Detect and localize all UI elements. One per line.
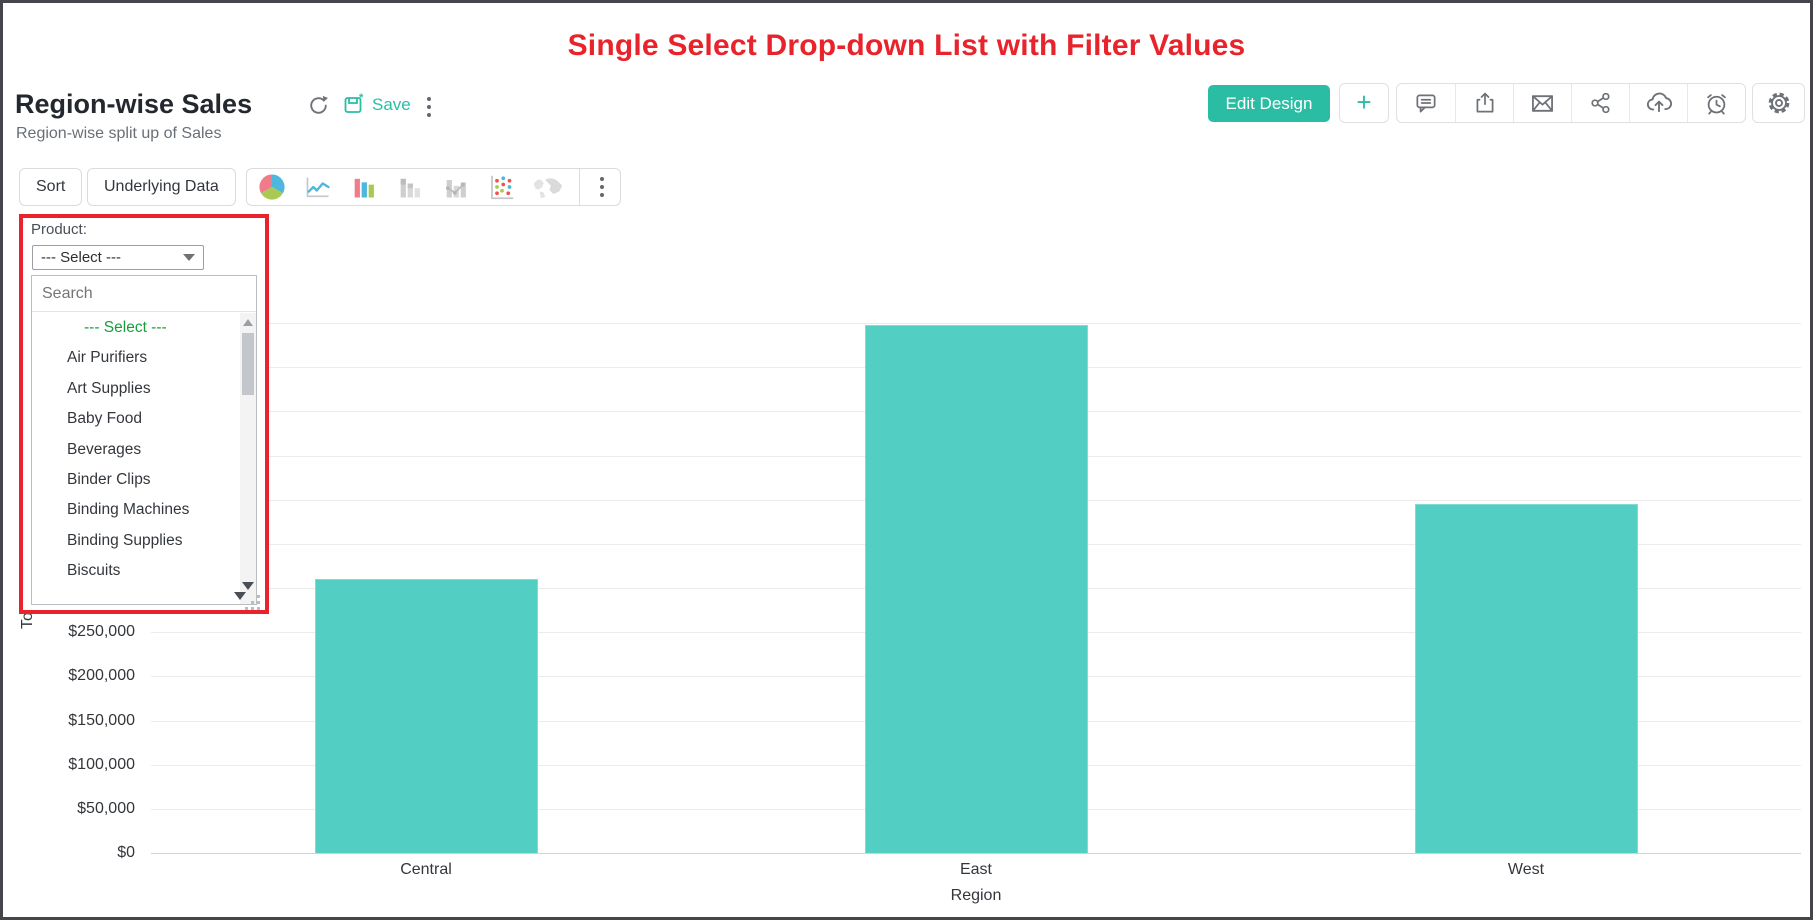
more-options-button[interactable] <box>421 95 437 119</box>
scatter-chart-icon <box>491 175 514 200</box>
chart-type-switcher <box>246 168 621 206</box>
email-button[interactable] <box>1513 84 1571 122</box>
product-select[interactable]: --- Select --- <box>32 245 204 270</box>
x-axis-title: Region <box>950 887 1002 904</box>
y-tick-label: $200,000 <box>68 667 135 685</box>
x-tick-label: Central <box>400 861 452 878</box>
y-tick-label: $100,000 <box>68 755 135 773</box>
x-tick-label: East <box>959 861 992 878</box>
more-options-icon <box>427 97 431 101</box>
scrollbar-thumb[interactable] <box>242 333 254 395</box>
scroll-up-icon[interactable] <box>243 319 253 326</box>
underlying-data-button[interactable]: Underlying Data <box>87 168 236 206</box>
map-chart-icon <box>533 178 563 199</box>
dropdown-option[interactable]: Binder Clips <box>67 470 151 488</box>
publish-button[interactable] <box>1629 84 1687 122</box>
settings-button[interactable] <box>1752 83 1805 123</box>
refresh-icon <box>310 95 328 114</box>
dropdown-option[interactable]: Baby Food <box>67 410 142 428</box>
bar-chart-icon <box>354 178 374 198</box>
map-chart-button[interactable] <box>531 173 565 201</box>
y-tick-label: $0 <box>117 844 135 861</box>
share-icon <box>1590 92 1610 114</box>
scrollbar[interactable] <box>240 313 256 604</box>
gridline <box>151 323 1801 325</box>
more-chart-types-button[interactable] <box>592 175 612 199</box>
export-button[interactable] <box>1455 84 1513 122</box>
dropdown-option[interactable]: Beverages <box>67 440 142 458</box>
stacked-bar-chart-button[interactable] <box>393 173 427 201</box>
share-button[interactable] <box>1571 84 1629 122</box>
x-axis-line <box>151 853 1801 854</box>
email-icon <box>1532 94 1553 112</box>
chevron-down-icon <box>183 254 195 261</box>
comments-button[interactable] <box>1397 84 1455 122</box>
alerts-button[interactable] <box>1687 84 1745 122</box>
y-tick-label: $50,000 <box>77 799 135 817</box>
search-box <box>32 276 256 312</box>
line-chart-icon <box>306 177 330 198</box>
dropdown-option[interactable]: Art Supplies <box>67 379 151 397</box>
combo-chart-button[interactable] <box>439 173 473 201</box>
report-subtitle: Region-wise split up of Sales <box>16 125 222 142</box>
svg-text:*: * <box>359 93 364 104</box>
dropdown-option[interactable]: Binding Supplies <box>67 531 183 549</box>
edit-design-button[interactable]: Edit Design <box>1208 85 1330 122</box>
resize-grip[interactable] <box>234 588 260 610</box>
stacked-bar-chart-icon <box>400 178 420 198</box>
refresh-button[interactable] <box>306 93 331 123</box>
divider <box>579 168 580 206</box>
dropdown-panel: --- Select --- Air Purifiers Art Supplies B… <box>31 275 260 610</box>
options-list: --- Select --- Air Purifiers Art Supplies B… <box>32 313 240 604</box>
x-tick-label: West <box>1507 861 1545 878</box>
alerts-icon <box>1707 93 1726 115</box>
publish-icon <box>1646 92 1672 113</box>
more-chart-types-icon <box>600 177 604 181</box>
y-tick-label: $250,000 <box>68 623 135 641</box>
annotation-title: Single Select Drop-down List with Filter… <box>567 29 1246 62</box>
line-chart-button[interactable] <box>301 173 335 201</box>
dropdown-option[interactable]: --- Select --- <box>84 319 167 336</box>
export-icon <box>1476 92 1493 113</box>
save-icon: * <box>344 93 364 113</box>
bar-central[interactable] <box>314 579 538 853</box>
filter-label: Product: <box>31 221 87 238</box>
search-input[interactable] <box>42 284 249 303</box>
dropdown-option[interactable]: Air Purifiers <box>67 349 148 367</box>
dropdown-option[interactable]: Binding Machines <box>67 501 190 519</box>
dropdown-option[interactable]: Biscuits <box>67 562 121 580</box>
pie-chart-button[interactable] <box>255 173 289 201</box>
settings-icon <box>1768 92 1789 114</box>
add-button[interactable]: + <box>1339 83 1389 123</box>
sort-button[interactable]: Sort <box>19 168 83 206</box>
save-button[interactable]: * Save <box>343 93 411 117</box>
scatter-chart-button[interactable] <box>485 173 519 201</box>
report-actions-group <box>1396 83 1746 123</box>
report-title: Region-wise Sales <box>15 89 253 119</box>
bar-east[interactable] <box>864 324 1088 853</box>
combo-chart-icon <box>445 180 466 198</box>
save-label: Save <box>372 95 411 114</box>
bar-chart-button[interactable] <box>347 173 381 201</box>
pie-chart-icon <box>259 174 285 200</box>
selected-value: --- Select --- <box>41 249 121 266</box>
scroll-down-icon[interactable] <box>242 582 254 590</box>
bar-west[interactable] <box>1414 504 1638 853</box>
comments-icon <box>1416 94 1436 113</box>
y-tick-label: $150,000 <box>68 711 135 729</box>
